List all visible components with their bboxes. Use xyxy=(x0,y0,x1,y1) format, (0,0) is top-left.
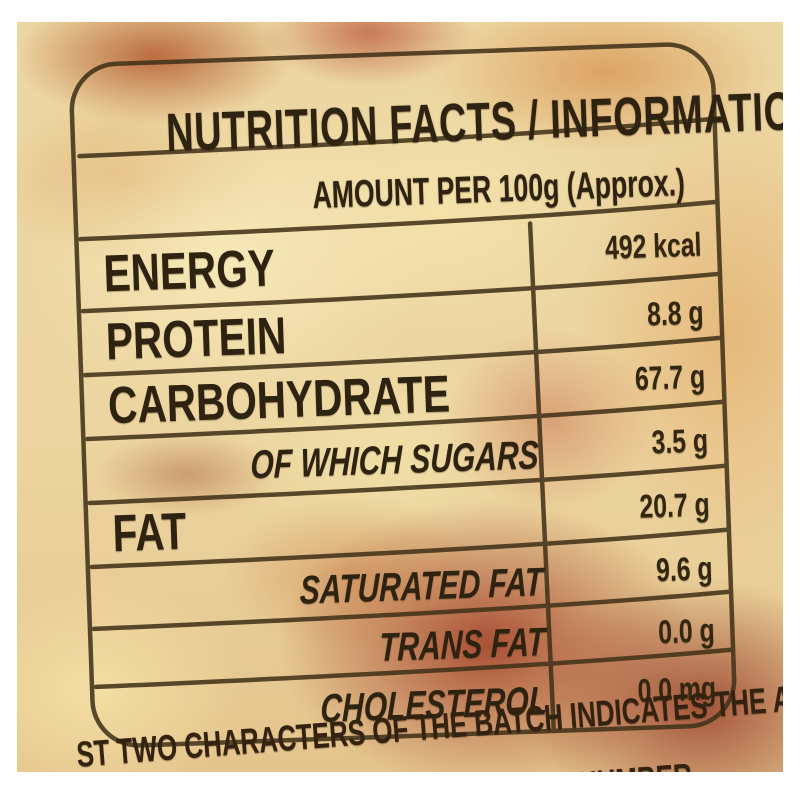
table-grid xyxy=(69,42,737,748)
row-line xyxy=(91,589,732,632)
row-line xyxy=(89,527,730,570)
row-line xyxy=(77,116,713,159)
nutrient-value: 20.7 g xyxy=(639,485,711,525)
nutrient-value: 9.6 g xyxy=(655,549,713,589)
row-line xyxy=(93,647,734,690)
nutrient-value: 0.0 g xyxy=(657,611,716,651)
nutrient-value: 492 kcal xyxy=(603,225,702,266)
nutrient-value: 8.8 g xyxy=(646,293,704,333)
product-photo: NUTRITION FACTS / INFORMATION AMOUNT PER… xyxy=(17,22,783,772)
nutrient-value: 67.7 g xyxy=(634,357,707,397)
row-line xyxy=(87,463,727,506)
nutrition-table: NUTRITION FACTS / INFORMATION AMOUNT PER… xyxy=(66,39,783,751)
nutrient-value: 3.5 g xyxy=(650,421,709,461)
row-line xyxy=(85,399,725,442)
row-line xyxy=(82,335,723,378)
value-column-divider xyxy=(527,221,557,734)
table-border xyxy=(69,42,737,748)
snack-chips-background xyxy=(17,22,783,772)
row-line xyxy=(80,271,721,314)
row-line xyxy=(78,199,718,242)
